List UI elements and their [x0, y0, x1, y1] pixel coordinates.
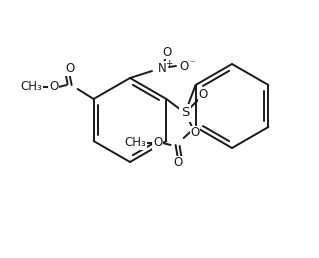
Text: ⁻: ⁻ — [189, 59, 195, 69]
Text: O: O — [190, 126, 200, 140]
Text: +: + — [165, 60, 173, 69]
Text: S: S — [181, 107, 189, 119]
Text: O: O — [162, 45, 172, 59]
Text: CH₃: CH₃ — [125, 136, 146, 149]
Text: O: O — [65, 62, 74, 76]
Text: O: O — [49, 80, 58, 93]
Text: CH₃: CH₃ — [21, 80, 42, 93]
Text: O: O — [173, 157, 182, 170]
Text: O: O — [198, 88, 208, 101]
Text: N: N — [158, 61, 167, 75]
Text: O: O — [179, 60, 189, 72]
Text: O: O — [153, 136, 162, 149]
